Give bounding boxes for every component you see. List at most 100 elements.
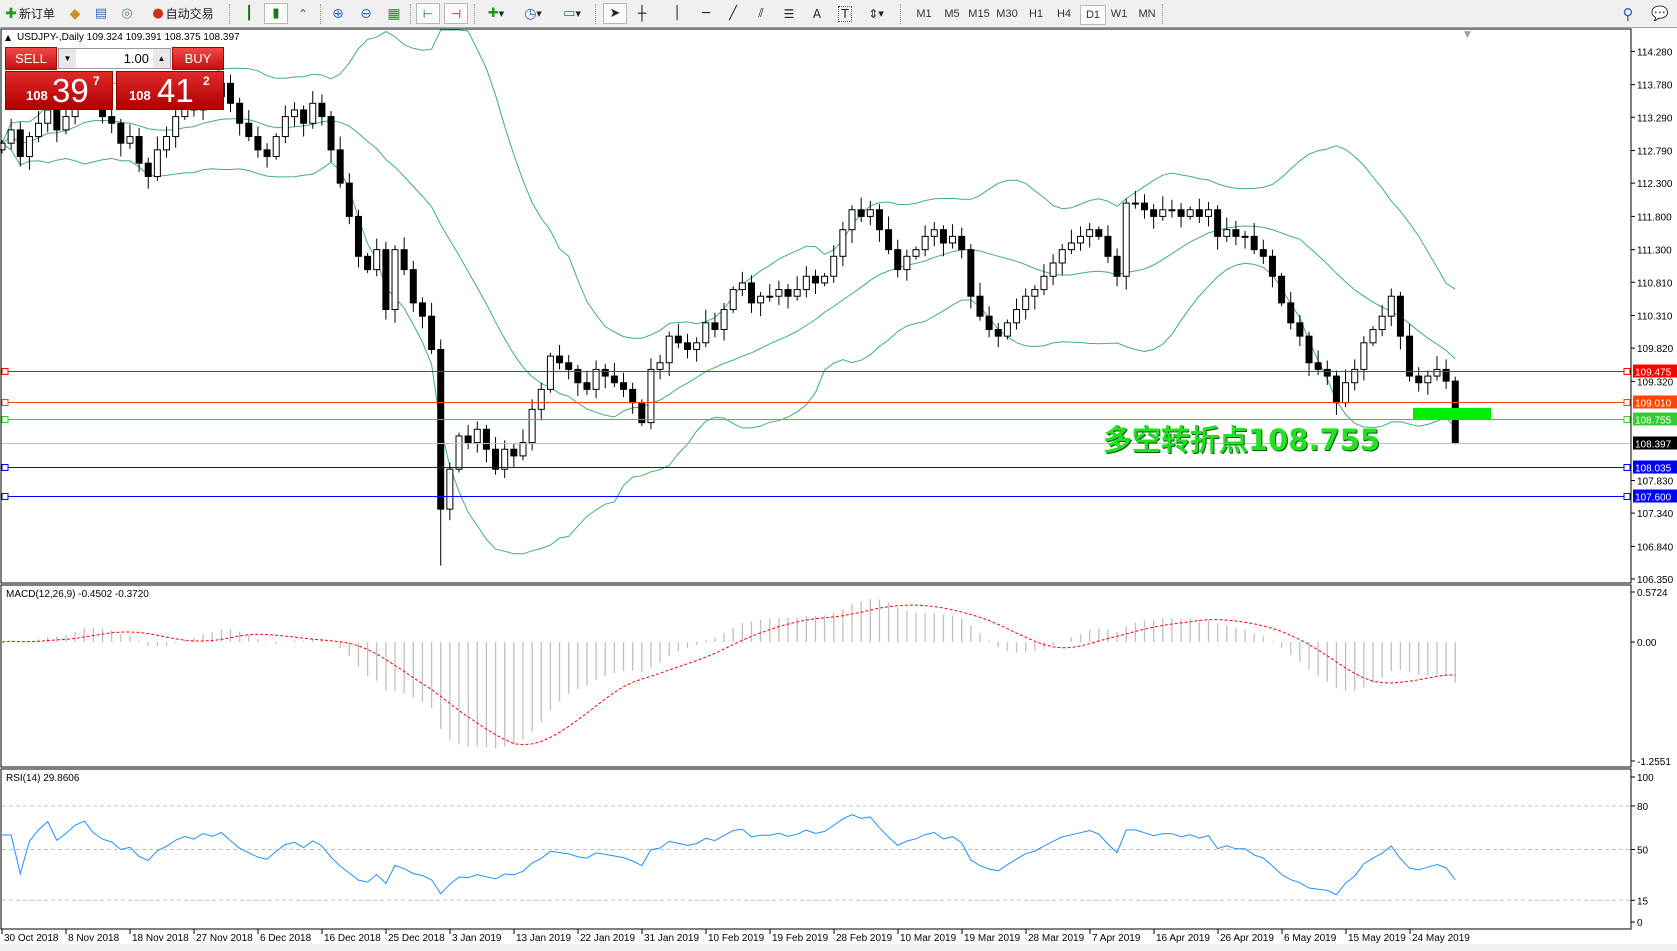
separator [1162, 4, 1163, 24]
bar-chart-icon[interactable]: ┃ [245, 6, 253, 21]
candle [16, 122, 24, 167]
candle [227, 74, 234, 113]
date-label: 18 Nov 2018 [132, 933, 189, 944]
bollinger-middle-band [1, 118, 1456, 418]
line-handle-left[interactable] [1, 416, 9, 423]
candle-body-bull [281, 116, 289, 138]
candle [1360, 336, 1368, 381]
candle-body-bull [25, 136, 33, 158]
buy-price-pips: 41 [157, 72, 194, 109]
line-handle-left[interactable] [1, 368, 9, 375]
indicators-dropdown[interactable]: ✚ ▼ [487, 6, 505, 21]
periods-dropdown[interactable]: ◷ ▼ [524, 5, 542, 22]
chat-icon[interactable]: 💬 [1651, 5, 1669, 22]
candle-body-bull [153, 149, 161, 177]
timeframe-w1[interactable]: W1 [1110, 8, 1128, 20]
candle [1305, 331, 1313, 377]
chart-shift-marker-icon[interactable]: ▼ [1464, 30, 1471, 40]
chart-shift-icon[interactable]: ⊣ [444, 3, 468, 24]
candle-body-bear [1287, 302, 1295, 324]
collapse-arrow-icon[interactable]: ▲ [5, 33, 12, 42]
horizontal-line-icon[interactable]: ─ [702, 6, 710, 21]
zoom-in-icon[interactable]: ⊕ [332, 5, 344, 22]
fibonacci-icon[interactable]: ☰ [783, 6, 795, 21]
candle-body-bear [711, 322, 719, 330]
zoom-out-icon[interactable]: ⊖ [360, 5, 372, 22]
candle-body-bull [1122, 202, 1130, 277]
candle-body-bear [1104, 235, 1112, 257]
candle [574, 364, 582, 397]
buy-button[interactable]: BUY [172, 47, 224, 70]
candle [1259, 239, 1267, 265]
candle [1086, 223, 1094, 248]
candle [894, 239, 902, 278]
tile-windows-icon[interactable]: ▦ [387, 5, 401, 22]
candle-body-bull [866, 209, 874, 217]
sell-price[interactable]: 108 39 7 [5, 71, 113, 110]
arrows-dropdown[interactable]: ⇕ ▼ [868, 6, 884, 21]
candle-body-bear [345, 182, 353, 217]
macd-tick-label: 0.5724 [1637, 588, 1668, 599]
line-handle-right[interactable] [1623, 493, 1631, 500]
line-handle-right[interactable] [1623, 368, 1631, 375]
candle [1168, 199, 1176, 218]
terminal-icon[interactable]: ◎ [121, 6, 133, 21]
line-handle-left[interactable] [1, 493, 9, 500]
date-label: 6 May 2019 [1284, 933, 1337, 944]
macd-tick-label: -1.2551 [1637, 757, 1671, 768]
candlestick-chart-icon[interactable]: ▮ [264, 3, 288, 24]
text-tool-icon[interactable]: A [806, 3, 828, 24]
volume-input[interactable] [77, 49, 151, 68]
date-label: 22 Jan 2019 [580, 933, 635, 944]
candle [1186, 206, 1194, 220]
candle-body-bear [885, 229, 893, 251]
candle-body-bear [1141, 202, 1148, 211]
candle [556, 345, 564, 370]
timeframe-m15[interactable]: M15 [968, 8, 990, 20]
timeframe-h1[interactable]: H1 [1028, 8, 1044, 20]
line-handle-left[interactable] [1, 399, 9, 406]
candle-body-bear [1305, 335, 1313, 364]
equidistant-channel-icon[interactable]: ⫽ [758, 6, 764, 20]
cursor-icon[interactable]: ➤ [603, 3, 627, 24]
candle [665, 331, 673, 377]
vertical-line-icon[interactable]: │ [673, 6, 681, 21]
candle-body-bull [62, 116, 70, 131]
candle [1323, 360, 1331, 385]
candle-body-bull [126, 136, 134, 144]
market-watch-icon[interactable]: ◆ [69, 5, 81, 22]
candle-body-bull [1351, 368, 1359, 384]
line-handle-left[interactable] [1, 464, 9, 471]
timeframe-h4[interactable]: H4 [1056, 8, 1072, 20]
buy-price[interactable]: 108 41 2 [116, 71, 224, 110]
candle [693, 337, 701, 362]
timeframe-m5[interactable]: M5 [944, 8, 960, 20]
auto-scroll-icon[interactable]: ⊢ [416, 3, 440, 24]
timeframe-m30[interactable]: M30 [996, 8, 1018, 20]
candle-body-bull [1387, 295, 1395, 317]
candle [610, 362, 618, 388]
candle [967, 244, 975, 309]
timeframe-mn[interactable]: MN [1138, 8, 1156, 20]
search-icon[interactable]: ⚲ [1622, 4, 1634, 23]
new-order-button[interactable]: ✚ 新订单 [2, 3, 58, 24]
auto-trading-button[interactable]: ● 自动交易 [143, 3, 223, 24]
volume-increase-button[interactable]: ▲ [153, 49, 170, 68]
templates-dropdown[interactable]: ▭ ▼ [563, 6, 581, 21]
sell-button[interactable]: SELL [5, 47, 57, 70]
navigator-icon[interactable]: ▤ [94, 6, 108, 21]
text-label-icon[interactable]: T [834, 3, 856, 24]
trendline-icon[interactable]: ╱ [729, 6, 737, 21]
line-handle-right[interactable] [1623, 399, 1631, 406]
volume-decrease-button[interactable]: ▼ [59, 49, 76, 68]
chart-background [0, 28, 1677, 951]
timeframe-m1[interactable]: M1 [916, 8, 932, 20]
line-handle-right[interactable] [1623, 464, 1631, 471]
date-label: 6 Dec 2018 [260, 933, 312, 944]
crosshair-icon[interactable]: ┼ [637, 5, 647, 22]
date-label: 24 May 2019 [1412, 933, 1470, 944]
line-handle-right[interactable] [1623, 416, 1631, 423]
line-chart-icon[interactable]: ⌃ [297, 6, 309, 21]
timeframe-d1[interactable]: D1 [1080, 5, 1106, 25]
